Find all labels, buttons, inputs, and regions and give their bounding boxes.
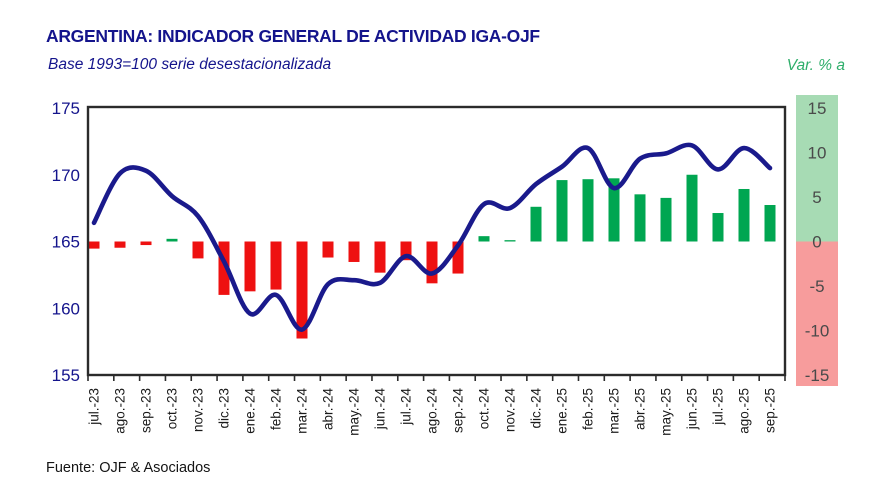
bar-jul.-23	[88, 241, 100, 249]
bar-ago.-25	[738, 188, 750, 242]
x-axis-month-label: dic.-23	[217, 388, 232, 429]
plot-border	[86, 105, 787, 377]
bar-ene.-24	[244, 241, 256, 292]
bar-mar.-24	[296, 241, 308, 339]
left-axis-tick-label: 160	[52, 299, 80, 318]
bar-abr.-25	[634, 194, 646, 242]
left-axis-tick-label: 175	[52, 99, 80, 118]
x-axis-month-label: may.-25	[659, 388, 674, 436]
x-axis-month-label: sep.-25	[763, 388, 778, 433]
x-axis-month-label: abr.-25	[633, 388, 648, 430]
bar-feb.-24	[270, 241, 282, 290]
x-axis-month-label: ago.-25	[737, 388, 752, 434]
x-axis-month-label: abr.-24	[321, 388, 336, 431]
right-axis-tick-label: 10	[808, 144, 827, 163]
bar-nov.-23	[192, 241, 204, 259]
x-axis-month-label: nov.-24	[503, 388, 518, 433]
bar-ene.-25	[556, 180, 568, 242]
x-axis-month-label: oct.-23	[165, 388, 180, 429]
bar-dic.-23	[218, 241, 230, 295]
bar-abr.-24	[322, 241, 334, 258]
right-axis-tick-label: -5	[809, 277, 824, 296]
right-axis-title: Var. % a	[786, 57, 845, 74]
left-axis-tick-label: 170	[52, 166, 80, 185]
x-axis-month-label: nov.-23	[191, 388, 206, 432]
bar-jun.-24	[374, 241, 386, 273]
left-axis-tick-label: 165	[52, 233, 80, 252]
bar-sep.-23	[140, 241, 152, 246]
bar-sep.-24	[452, 241, 464, 274]
x-axis-month-label: sep.-24	[451, 388, 466, 434]
chart-title: ARGENTINA: INDICADOR GENERAL DE ACTIVIDA…	[46, 26, 540, 46]
right-axis-tick-label: 5	[812, 188, 821, 207]
bar-oct.-24	[478, 236, 490, 242]
left-axis-tick-label: 155	[52, 366, 80, 385]
bar-jul.-25	[712, 213, 724, 242]
x-axis-month-label: feb.-24	[269, 388, 284, 431]
bar-feb.-25	[582, 179, 594, 242]
x-axis-month-label: jul.-25	[711, 388, 726, 426]
x-axis-month-label: dic.-24	[529, 388, 544, 429]
iga-level-line	[91, 142, 773, 332]
bar-dic.-24	[530, 206, 542, 242]
right-axis-tick-label: 0	[812, 233, 821, 252]
x-axis-month-label: ago.-24	[425, 388, 440, 434]
chart-subtitle: Base 1993=100 serie desestacionalizada	[48, 56, 332, 73]
x-axis-month-label: may.-24	[347, 388, 362, 436]
bar-jun.-25	[686, 174, 698, 242]
x-axis-month-label: oct.-24	[477, 388, 492, 430]
x-axis-month-label: ene.-25	[555, 388, 570, 434]
bar-ago.-23	[114, 241, 126, 248]
right-axis-tick-label: -10	[805, 322, 830, 341]
bar-sep.-25	[764, 205, 776, 242]
source-note: Fuente: OJF & Asociados	[46, 460, 211, 476]
bar-mar.-25	[608, 178, 620, 242]
bar-ago.-24	[426, 241, 438, 284]
x-axis-month-label: jul.-23	[87, 388, 102, 426]
right-axis-tick-label: -15	[805, 366, 830, 385]
bar-nov.-24	[504, 240, 516, 242]
right-axis-tick-label: 15	[808, 99, 827, 118]
x-axis-month-label: sep.-23	[139, 388, 154, 433]
x-axis-month-label: jun.-25	[685, 388, 700, 430]
x-axis-month-label: ago.-23	[113, 388, 128, 434]
x-axis-month-label: mar.-25	[607, 388, 622, 434]
right-axis-positive-strip	[796, 95, 838, 242]
bar-may.-25	[660, 197, 672, 242]
bar-may.-24	[348, 241, 360, 262]
x-axis-month-label: jun.-24	[373, 388, 388, 431]
bar-oct.-23	[166, 238, 178, 242]
x-axis-month-label: feb.-25	[581, 388, 596, 430]
bar-jul.-24	[400, 241, 412, 261]
x-axis-month-label: mar.-24	[295, 388, 310, 434]
right-axis-negative-strip	[796, 241, 838, 386]
x-axis-month-label: jul.-24	[399, 388, 414, 426]
x-axis-month-label: ene.-24	[243, 388, 258, 434]
